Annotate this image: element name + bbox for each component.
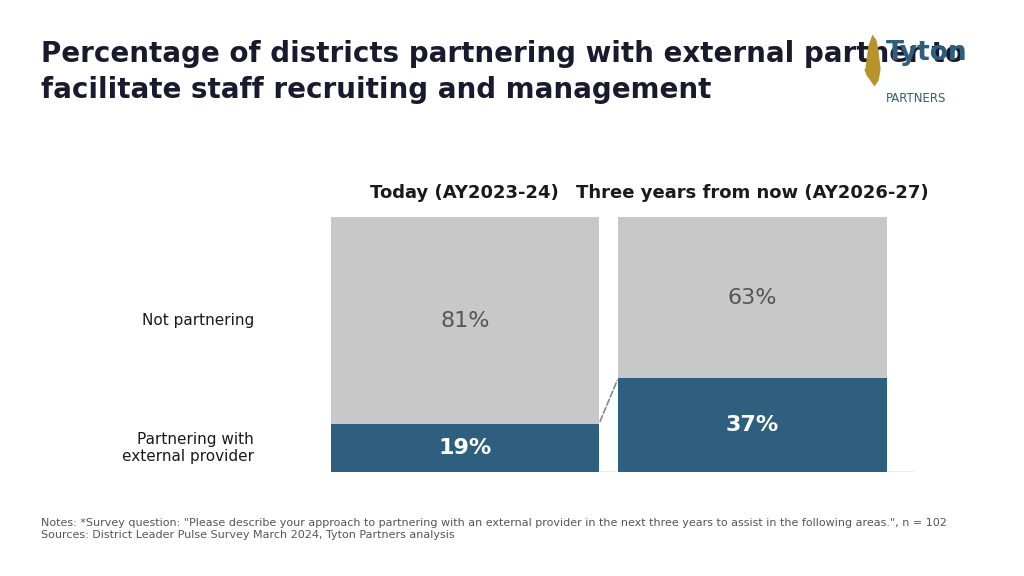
- Text: 63%: 63%: [728, 287, 777, 308]
- Text: 37%: 37%: [726, 415, 779, 435]
- Bar: [331, 424, 599, 472]
- Text: Partnering with
external provider: Partnering with external provider: [122, 432, 254, 464]
- Text: Not partnering: Not partnering: [141, 313, 254, 328]
- Text: 81%: 81%: [440, 310, 489, 331]
- Text: Tyton: Tyton: [886, 40, 968, 66]
- Text: 19%: 19%: [438, 438, 492, 458]
- Text: Three years from now (AY2026-27): Three years from now (AY2026-27): [577, 184, 929, 202]
- Text: Today (AY2023-24): Today (AY2023-24): [371, 184, 559, 202]
- Text: Percentage of districts partnering with external partner to
facilitate staff rec: Percentage of districts partnering with …: [41, 40, 964, 104]
- Bar: [618, 378, 887, 472]
- Bar: [331, 217, 599, 424]
- Text: Notes: *Survey question: "Please describe your approach to partnering with an ex: Notes: *Survey question: "Please describ…: [41, 518, 947, 540]
- Bar: [618, 217, 887, 378]
- Text: PARTNERS: PARTNERS: [886, 92, 946, 105]
